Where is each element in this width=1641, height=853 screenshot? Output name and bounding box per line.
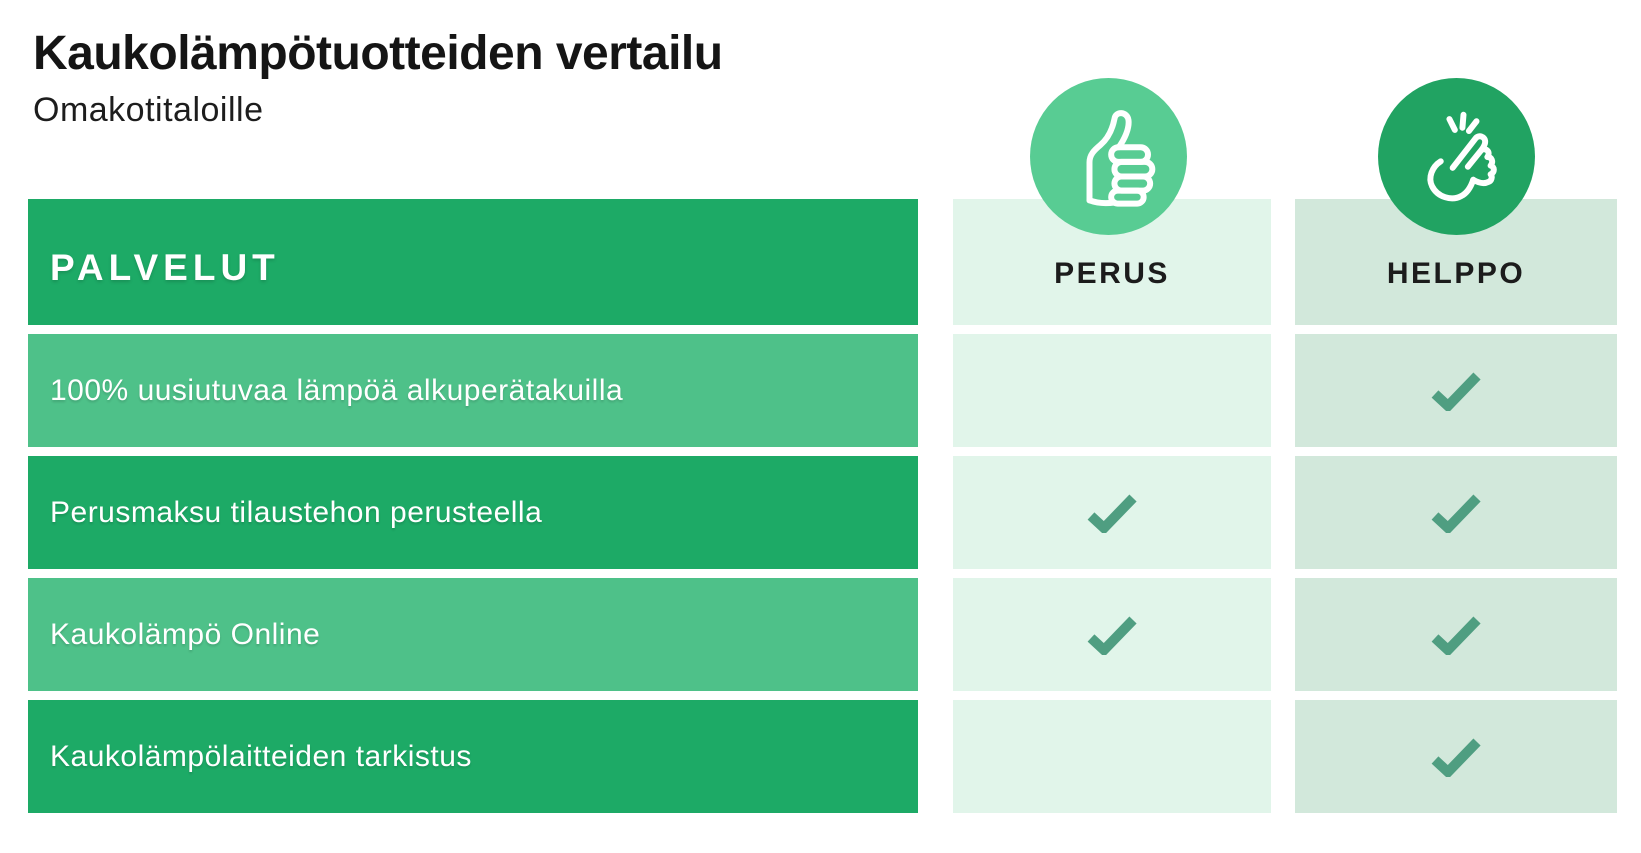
services-header-label: PALVELUT — [50, 247, 280, 288]
page-title: Kaukolämpötuotteiden vertailu — [33, 27, 723, 80]
perus-column-icon-circle — [1030, 78, 1187, 235]
helppo-cell — [1295, 700, 1617, 813]
snap-easy-icon — [1405, 105, 1509, 209]
checkmark-icon — [1430, 615, 1482, 655]
helppo-cell — [1295, 456, 1617, 569]
perus-cell — [953, 334, 1271, 447]
helppo-column-label: HELPPO — [1386, 257, 1526, 290]
row-label-text: Kaukolämpölaitteiden tarkistus — [50, 739, 472, 773]
perus-cell — [953, 578, 1271, 691]
row-label-text: Perusmaksu tilaustehon perusteella — [50, 495, 543, 529]
helppo-column-icon-circle — [1378, 78, 1535, 235]
thumbs-up-icon — [1057, 105, 1161, 209]
services-header-cell: PALVELUT — [28, 199, 918, 325]
comparison-table: PALVELUT PERUS HELPPO 100% uusiutuvaa lä… — [28, 199, 1617, 813]
table-row-label: 100% uusiutuvaa lämpöä alkuperätakuilla — [28, 334, 918, 447]
perus-column-label: PERUS — [1054, 257, 1170, 290]
checkmark-icon — [1430, 737, 1482, 777]
perus-cell — [953, 456, 1271, 569]
table-row-label: Kaukolämpölaitteiden tarkistus — [28, 700, 918, 813]
checkmark-icon — [1430, 371, 1482, 411]
checkmark-icon — [1086, 493, 1138, 533]
row-label-text: 100% uusiutuvaa lämpöä alkuperätakuilla — [50, 373, 624, 407]
heading-block: Kaukolämpötuotteiden vertailu Omakotital… — [33, 26, 723, 130]
perus-cell — [953, 700, 1271, 813]
helppo-cell — [1295, 578, 1617, 691]
page-subtitle: Omakotitaloille — [33, 91, 264, 130]
checkmark-icon — [1430, 493, 1482, 533]
table-row-label: Kaukolämpö Online — [28, 578, 918, 691]
row-label-text: Kaukolämpö Online — [50, 617, 321, 651]
checkmark-icon — [1086, 615, 1138, 655]
table-row-label: Perusmaksu tilaustehon perusteella — [28, 456, 918, 569]
helppo-cell — [1295, 334, 1617, 447]
